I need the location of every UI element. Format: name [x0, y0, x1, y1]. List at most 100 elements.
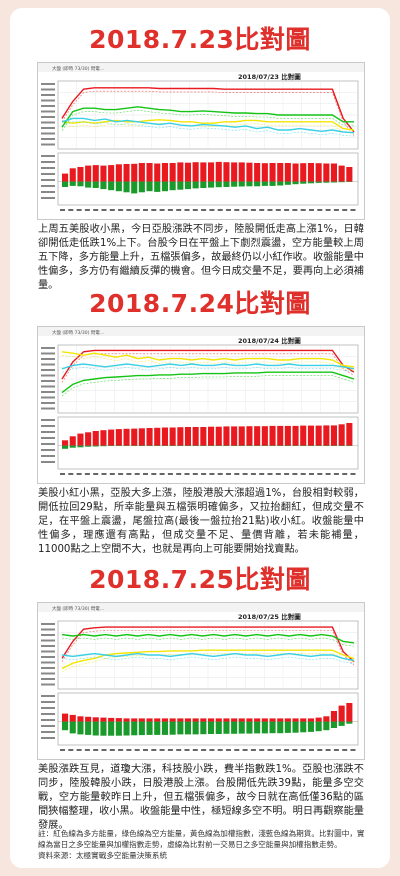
long-energy-line-prev: [61, 630, 355, 666]
short-energy-bar: [238, 721, 245, 734]
short-energy-bar: [100, 721, 107, 736]
time-tick-label: [93, 209, 99, 211]
chart-caption: 2018/07/25 比對圖: [238, 612, 301, 621]
long-energy-bar: [177, 427, 184, 446]
long-energy-line-prev: [61, 353, 355, 383]
short-energy-bar: [346, 721, 353, 724]
long-energy-bar: [330, 163, 337, 182]
short-energy-bar: [85, 445, 92, 447]
long-energy-bar: [161, 718, 168, 722]
axis-tick-label: [41, 443, 55, 445]
short-energy-bar: [146, 721, 153, 735]
short-energy-bar: [161, 721, 168, 735]
long-energy-bar: [192, 718, 199, 722]
axis-tick-label: [41, 455, 55, 457]
section-title-0724: 2018.7.24比對圖: [89, 289, 311, 318]
axis-tick-label: [41, 374, 55, 377]
long-energy-bar: [100, 430, 107, 446]
long-energy-bar: [208, 162, 215, 182]
long-energy-line: [61, 87, 355, 133]
short-energy-bar: [338, 181, 345, 183]
axis-tick-label: [41, 713, 55, 715]
axis-tick-label: [41, 719, 55, 721]
long-energy-bar: [177, 718, 184, 722]
short-energy-bar: [123, 721, 130, 736]
long-energy-bar: [131, 718, 138, 722]
axis-tick-label: [41, 645, 55, 647]
long-energy-bar: [277, 163, 284, 182]
time-tick-label: [201, 473, 207, 475]
axis-tick-label: [41, 358, 55, 360]
time-tick-label: [267, 209, 273, 211]
time-tick-label: [109, 749, 115, 751]
futures-line: [61, 652, 355, 662]
axis-tick-label: [41, 672, 55, 675]
short-energy-bar: [330, 181, 337, 183]
long-energy-bar: [154, 427, 161, 446]
short-energy-bar: [92, 181, 99, 188]
short-energy-bar: [69, 181, 76, 186]
short-energy-bar: [154, 721, 161, 735]
short-energy-bar: [115, 181, 122, 192]
long-energy-bar: [300, 425, 307, 446]
time-tick-label: [226, 473, 231, 475]
futures-line-prev: [61, 656, 355, 665]
short-energy-bar: [77, 445, 84, 448]
short-energy-bar: [161, 181, 168, 192]
footnote-legend: 註：紅色線為多方能量，綠色線為空方能量，黃色線為加權指數，淺藍色線為期貨。比對圖…: [38, 829, 365, 849]
long-energy-bar: [223, 426, 230, 446]
time-tick-label: [60, 209, 65, 211]
long-energy-bar: [346, 167, 353, 182]
time-tick-label: [143, 749, 148, 751]
long-energy-bar: [330, 711, 337, 722]
time-tick-label: [242, 749, 248, 751]
long-energy-bar: [200, 718, 207, 722]
long-energy-bar: [138, 163, 145, 182]
axis-tick-label: [41, 402, 55, 404]
long-energy-bar: [215, 426, 222, 446]
long-energy-bar: [254, 718, 261, 722]
time-tick-label: [93, 473, 99, 475]
time-tick-label: [118, 749, 124, 751]
time-tick-label: [242, 473, 248, 475]
short-energy-bar: [92, 445, 99, 447]
long-energy-bar: [284, 163, 291, 182]
short-energy-bar: [307, 181, 314, 184]
long-energy-bar: [100, 165, 107, 182]
axis-tick-label: [41, 707, 55, 709]
long-energy-bar: [254, 163, 261, 182]
long-energy-bar: [300, 718, 307, 722]
time-tick-label: [234, 749, 240, 751]
short-energy-bar: [62, 445, 69, 449]
futures-line: [61, 363, 355, 370]
time-tick-label: [226, 749, 231, 751]
time-tick-label: [101, 209, 107, 211]
long-energy-bar: [62, 713, 69, 722]
short-energy-bar: [123, 181, 130, 193]
time-tick-label: [184, 209, 190, 211]
commentary-0723: 上周五美股收小黑，今日亞股漲跌不同步，陸股開低走高上漲1%，日韓卻開低走低跌1%…: [38, 224, 364, 291]
long-energy-bar: [123, 718, 130, 722]
axis-tick-label: [41, 678, 55, 680]
long-energy-bar: [85, 716, 92, 722]
time-tick-label: [101, 749, 107, 751]
time-tick-label: [350, 749, 356, 751]
axis-tick-label: [41, 185, 55, 187]
long-energy-bar: [323, 163, 330, 182]
app-label: 大盤 (即時 73/30) 閃電…: [52, 65, 104, 72]
time-tick-label: [176, 209, 182, 211]
short-energy-bar: [246, 721, 253, 734]
axis-tick-label: [41, 725, 55, 727]
time-tick-label: [76, 473, 82, 475]
short-energy-bar: [330, 721, 337, 728]
time-tick-label: [159, 209, 165, 211]
short-energy-bar: [192, 181, 199, 189]
time-tick-label: [167, 209, 173, 211]
short-energy-bar: [307, 721, 314, 732]
short-energy-bar: [269, 181, 276, 186]
time-tick-label: [134, 209, 140, 211]
time-tick-label: [60, 749, 65, 751]
long-energy-bar: [146, 163, 153, 182]
long-energy-bar: [85, 432, 92, 446]
long-energy-bar: [292, 163, 299, 182]
